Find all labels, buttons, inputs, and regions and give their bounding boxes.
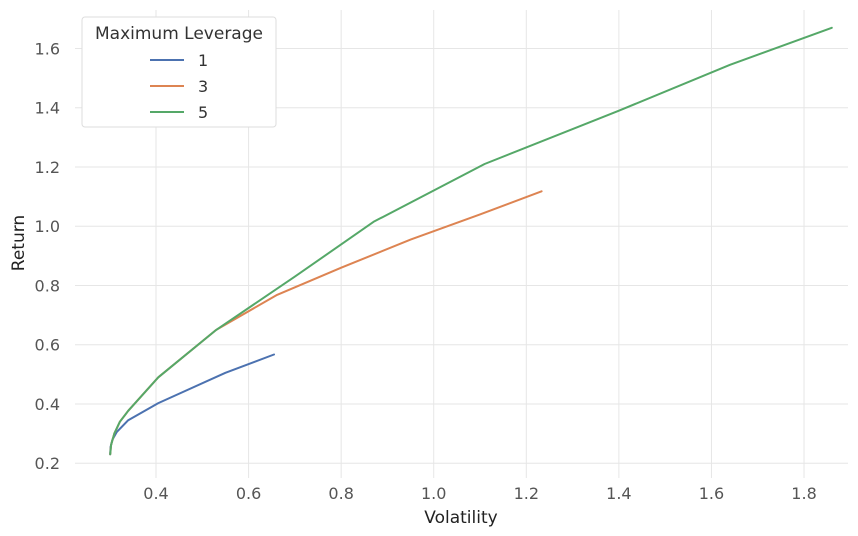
y-tick-label: 0.4 [35, 395, 60, 414]
legend-label-5: 5 [198, 103, 208, 122]
y-tick-label: 0.8 [35, 276, 60, 295]
x-tick-label: 0.8 [328, 484, 353, 503]
grid [75, 10, 848, 478]
y-axis-label: Return [9, 215, 29, 271]
legend-label-1: 1 [198, 51, 208, 70]
y-tick-label: 1.4 [35, 99, 60, 118]
y-tick-label: 1.6 [35, 40, 60, 59]
series-line-5 [109, 26, 833, 456]
series-lines [109, 26, 833, 456]
x-tick-label: 0.6 [236, 484, 261, 503]
x-tick-label: 1.2 [514, 484, 539, 503]
series-line-3 [109, 190, 543, 456]
x-tick-label: 1.8 [791, 484, 816, 503]
legend-label-3: 3 [198, 77, 208, 96]
y-tick-label: 0.6 [35, 336, 60, 355]
y-tick-label: 0.2 [35, 454, 60, 473]
y-tick-labels: 0.2 0.4 0.6 0.8 1.0 1.2 1.4 1.6 [35, 40, 60, 474]
x-tick-label: 1.4 [606, 484, 631, 503]
x-tick-label: 1.6 [699, 484, 724, 503]
legend-entries: 1 3 5 [150, 51, 208, 122]
legend-box [81, 16, 277, 128]
x-tick-label: 0.4 [143, 484, 168, 503]
x-axis-label: Volatility [424, 508, 497, 528]
y-tick-label: 1.0 [35, 217, 60, 236]
y-tick-label: 1.2 [35, 158, 60, 177]
legend-title: Maximum Leverage [95, 24, 263, 44]
x-tick-labels: 0.4 0.6 0.8 1.0 1.2 1.4 1.6 1.8 [143, 484, 816, 503]
legend: Maximum Leverage 1 3 5 [81, 16, 277, 128]
x-tick-label: 1.0 [421, 484, 446, 503]
